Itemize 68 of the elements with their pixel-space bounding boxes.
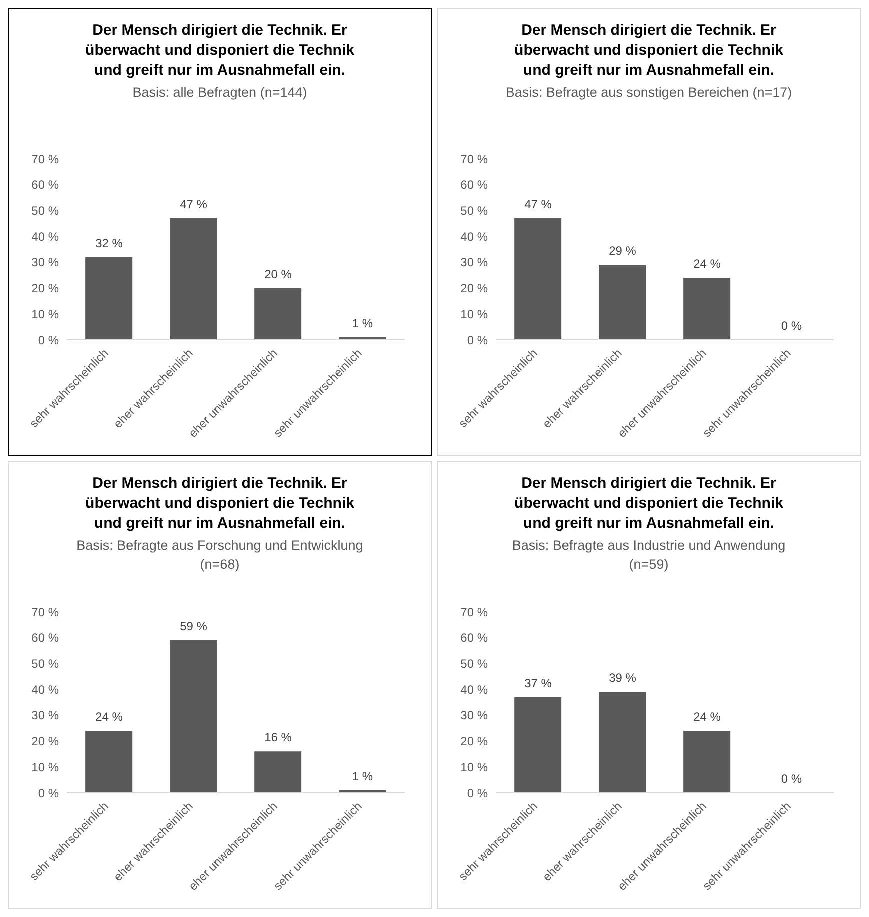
y-tick-label: 0 %	[38, 786, 60, 800]
chart-title: Der Mensch dirigiert die Technik. Er überwacht und disponiert die Technik und greift nur im Ausnahmefall ein.	[84, 21, 356, 81]
y-tick-label: 40 %	[460, 230, 488, 244]
data-label: 1 %	[352, 316, 374, 330]
data-label: 16 %	[264, 730, 292, 745]
y-tick-label: 20 %	[460, 734, 488, 749]
y-tick-label: 0 %	[38, 333, 60, 348]
data-label: 1 %	[352, 769, 374, 784]
y-tick-label: 40 %	[32, 230, 60, 244]
y-tick-label: 10 %	[32, 760, 60, 774]
bar	[684, 278, 731, 340]
bar	[86, 730, 133, 793]
y-tick-label: 30 %	[460, 256, 488, 270]
y-tick-label: 10 %	[460, 760, 488, 774]
y-tick-label: 50 %	[460, 656, 488, 671]
y-tick-label: 70 %	[460, 605, 488, 620]
bar	[684, 730, 731, 793]
chart-title: Der Mensch dirigiert die Technik. Er überwacht und disponiert die Technik und greift nur im Ausnahmefall ein.	[514, 474, 784, 534]
chart-subtitle: Basis: Befragte aus sonstigen Bereichen (n=17)	[504, 84, 794, 102]
data-label: 0 %	[781, 772, 802, 786]
y-tick-label: 60 %	[460, 631, 488, 646]
y-tick-label: 50 %	[32, 204, 60, 218]
data-label: 39 %	[609, 671, 637, 686]
bar	[514, 218, 562, 340]
data-label: 24 %	[694, 710, 722, 724]
y-tick-label: 20 %	[460, 282, 488, 296]
data-label: 0 %	[781, 319, 802, 333]
bar	[254, 288, 302, 340]
y-tick-label: 20 %	[32, 282, 60, 296]
chart-title: Der Mensch dirigiert die Technik. Er überwacht und disponiert die Technik und greift nur im Ausnahmefall ein.	[84, 474, 356, 534]
y-tick-label: 30 %	[460, 708, 488, 723]
data-label: 37 %	[524, 676, 552, 690]
y-tick-label: 10 %	[460, 307, 488, 322]
chart-subtitle: Basis: Befragte aus Forschung und Entwicklung (n=68)	[76, 537, 364, 574]
y-tick-label: 40 %	[32, 682, 60, 697]
bar	[86, 257, 133, 340]
data-label: 47 %	[180, 197, 208, 212]
data-label: 29 %	[609, 244, 637, 258]
chart-subtitle: Basis: Befragte aus Industrie und Anwendung (n=59)	[511, 537, 787, 574]
y-tick-label: 60 %	[32, 631, 60, 646]
y-tick-label: 30 %	[32, 708, 60, 723]
data-label: 20 %	[264, 267, 292, 282]
bar	[170, 218, 218, 340]
data-label: 24 %	[96, 710, 124, 724]
chart-subtitle: Basis: alle Befragten (n=144)	[132, 84, 308, 102]
y-tick-label: 50 %	[32, 656, 60, 671]
y-tick-label: 60 %	[32, 178, 60, 192]
data-label: 32 %	[96, 236, 124, 250]
bar	[514, 697, 562, 793]
bar	[599, 265, 646, 340]
data-label: 47 %	[524, 197, 552, 212]
y-tick-label: 70 %	[32, 605, 60, 620]
data-label: 59 %	[180, 619, 208, 634]
y-tick-label: 70 %	[460, 152, 488, 166]
y-tick-label: 40 %	[460, 682, 488, 697]
y-tick-label: 0 %	[467, 786, 488, 800]
bar	[170, 640, 218, 793]
y-tick-label: 10 %	[32, 307, 60, 322]
y-tick-label: 20 %	[32, 734, 60, 749]
y-tick-label: 70 %	[32, 152, 60, 166]
bar	[599, 692, 646, 793]
chart-title: Der Mensch dirigiert die Technik. Er überwacht und disponiert die Technik und greift nur im Ausnahmefall ein.	[514, 21, 784, 81]
bar	[254, 752, 302, 793]
y-tick-label: 50 %	[460, 204, 488, 218]
y-tick-label: 0 %	[467, 333, 488, 348]
y-tick-label: 30 %	[32, 256, 60, 270]
data-label: 24 %	[694, 256, 722, 271]
y-tick-label: 60 %	[460, 178, 488, 192]
